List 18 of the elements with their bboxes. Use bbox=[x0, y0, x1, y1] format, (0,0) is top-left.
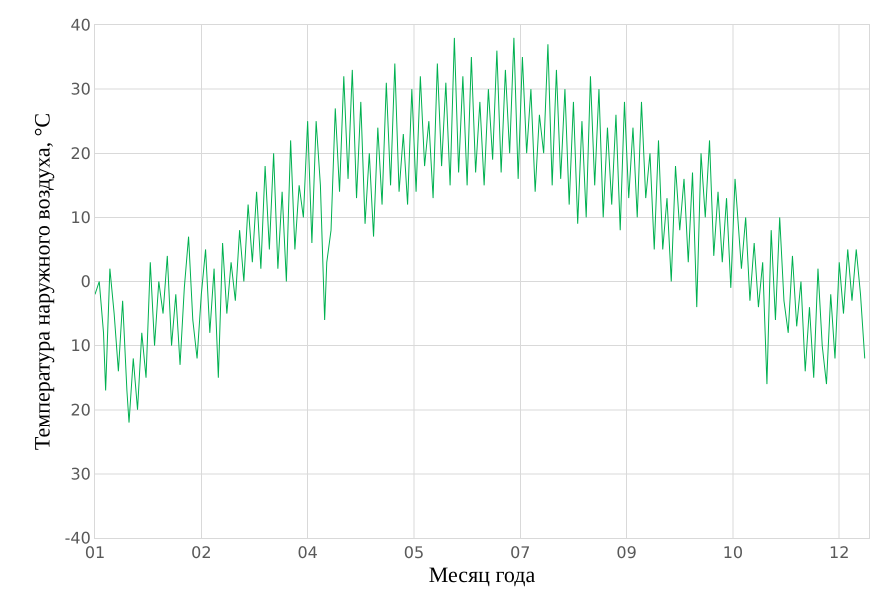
x-tick-label: 04 bbox=[297, 543, 318, 562]
x-tick-label: 09 bbox=[616, 543, 637, 562]
x-tick-label: 02 bbox=[191, 543, 212, 562]
y-tick-label: 10 bbox=[70, 336, 91, 356]
y-tick-label: 20 bbox=[70, 144, 91, 163]
x-tick-label: 07 bbox=[510, 543, 530, 562]
x-tick-label: 01 bbox=[84, 543, 106, 562]
y-tick-label: 10 bbox=[70, 208, 91, 227]
x-tick-label: 12 bbox=[829, 543, 850, 562]
y-axis-title: Температура наружного воздуха, °С bbox=[29, 112, 54, 450]
x-tick-label: 10 bbox=[722, 543, 744, 562]
y-tick-label: 30 bbox=[70, 80, 91, 99]
y-tick-label: 20 bbox=[70, 400, 91, 420]
y-tick-label: 40 bbox=[70, 16, 91, 35]
y-tick-label: 30 bbox=[70, 464, 91, 484]
y-tick-label: 0 bbox=[80, 272, 91, 292]
x-tick-label: 05 bbox=[404, 543, 424, 562]
x-axis-title: Месяц года bbox=[428, 562, 536, 588]
